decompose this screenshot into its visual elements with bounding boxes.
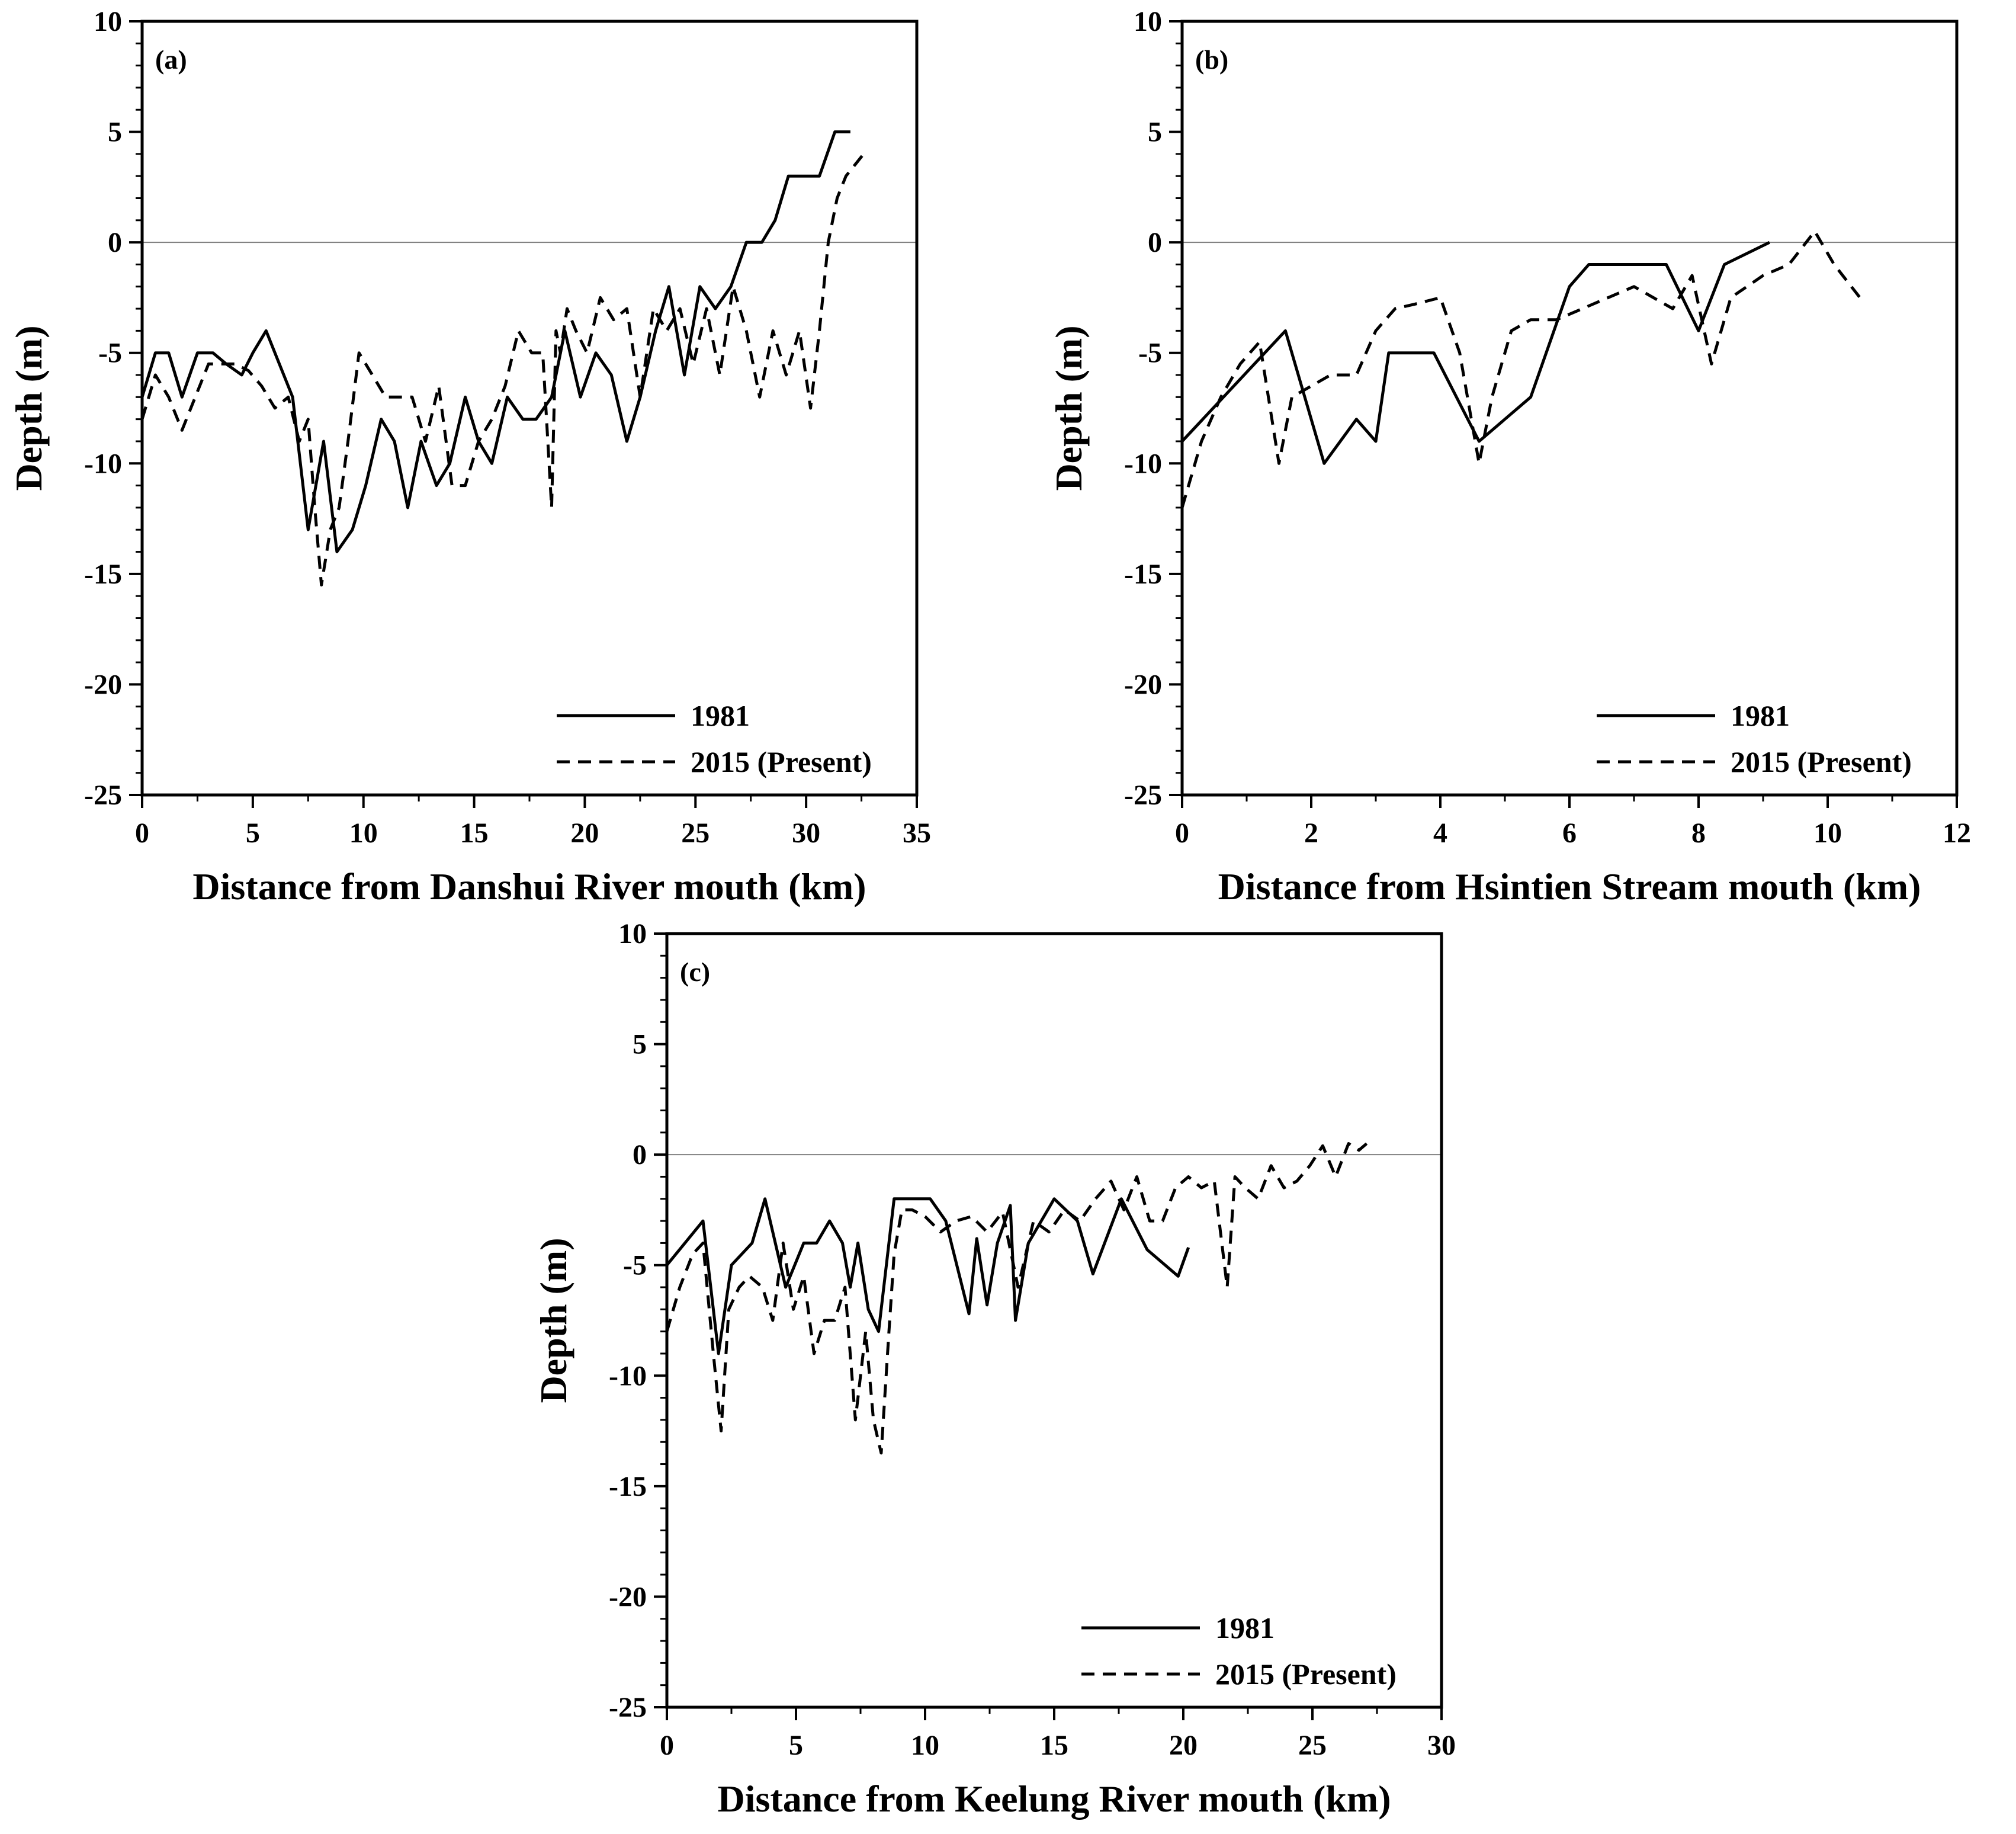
series-line-2015-present — [665, 1142, 1368, 1455]
panel-c: -25 -20 -15 -10 -5 0 5 10 0 5 10 15 20 25 30 Distance f… — [532, 918, 1456, 1820]
legend-label: 1981 — [1215, 1611, 1275, 1644]
y-tick-label: 10 — [1134, 6, 1162, 37]
panel-label: (b) — [1195, 44, 1228, 75]
y-tick-label: -15 — [609, 1471, 647, 1502]
x-tick-label: 10 — [911, 1730, 939, 1761]
x-tick-label: 10 — [349, 817, 378, 849]
legend-label: 1981 — [691, 699, 750, 732]
x-tick-label: 25 — [681, 817, 710, 849]
y-tick-label: -25 — [1124, 780, 1162, 811]
y-tick-label: -5 — [1138, 338, 1162, 369]
x-tick-label: 10 — [1813, 817, 1842, 849]
panel-b: -25 -20 -15 -10 -5 0 5 10 0 2 4 6 8 10 12 Distance from… — [1048, 6, 1971, 908]
x-tick-label: 0 — [1175, 817, 1189, 849]
y-tick-label: 5 — [633, 1029, 647, 1060]
x-tick-label: 6 — [1562, 817, 1577, 849]
y-axis-title: Depth (m) — [8, 325, 50, 490]
y-tick-label: 10 — [94, 6, 122, 37]
y-tick-label: -20 — [84, 669, 122, 700]
y-axis-title: Depth (m) — [532, 1237, 574, 1403]
y-tick-label: -10 — [1124, 448, 1162, 479]
x-tick-label: 30 — [1427, 1730, 1456, 1761]
series-line-2015-present — [1180, 230, 1861, 508]
x-tick-label: 25 — [1298, 1730, 1327, 1761]
y-tick-label: -5 — [98, 338, 122, 369]
x-tick-label: 20 — [1169, 1730, 1198, 1761]
x-tick-label: 5 — [789, 1730, 803, 1761]
x-tick-label: 20 — [570, 817, 599, 849]
x-tick-label: 8 — [1691, 817, 1706, 849]
y-tick-label: 0 — [108, 227, 122, 258]
y-tick-label: -10 — [609, 1360, 647, 1391]
x-axis-title: Distance from Keelung River mouth (km) — [717, 1778, 1391, 1820]
y-tick-label: 5 — [1148, 117, 1162, 148]
panel-a: -25 -20 -15 -10 -5 0 5 10 0 5 10 15 20 25 30 35 Distance… — [8, 6, 931, 908]
y-tick-label: -10 — [84, 448, 122, 479]
y-tick-label: 0 — [1148, 227, 1162, 258]
y-axis-title: Depth (m) — [1048, 325, 1090, 490]
x-tick-label: 5 — [246, 817, 260, 849]
panel-label: (c) — [680, 957, 710, 987]
x-tick-label: 2 — [1304, 817, 1318, 849]
x-tick-label: 30 — [792, 817, 820, 849]
legend-label: 1981 — [1731, 699, 1790, 732]
y-tick-label: -25 — [84, 780, 122, 811]
y-tick-label: 10 — [618, 918, 647, 950]
x-tick-label: 0 — [135, 817, 149, 849]
x-tick-label: 0 — [660, 1730, 674, 1761]
x-axis-title: Distance from Hsintien Stream mouth (km) — [1218, 865, 1921, 908]
y-tick-label: -5 — [623, 1250, 647, 1281]
panel-label: (a) — [155, 44, 187, 75]
legend-label: 2015 (Present) — [1215, 1657, 1397, 1691]
x-tick-label: 4 — [1433, 817, 1447, 849]
legend-label: 2015 (Present) — [691, 745, 872, 778]
legend-label: 2015 (Present) — [1731, 745, 1912, 778]
x-tick-label: 15 — [1040, 1730, 1068, 1761]
y-tick-label: -15 — [84, 559, 122, 590]
y-tick-label: -20 — [609, 1581, 647, 1612]
series-line-1981 — [1181, 241, 1771, 465]
y-tick-label: -20 — [1124, 669, 1162, 700]
y-tick-label: 5 — [108, 117, 122, 148]
x-tick-label: 12 — [1943, 817, 1971, 849]
series-line-1981 — [140, 130, 850, 553]
y-tick-label: 0 — [633, 1139, 647, 1171]
series-line-2015-present — [140, 153, 865, 586]
x-tick-label: 15 — [460, 817, 489, 849]
x-tick-label: 35 — [903, 817, 931, 849]
y-tick-label: -15 — [1124, 559, 1162, 590]
x-axis-title: Distance from Danshui River mouth (km) — [192, 865, 866, 908]
y-tick-label: -25 — [609, 1692, 647, 1723]
